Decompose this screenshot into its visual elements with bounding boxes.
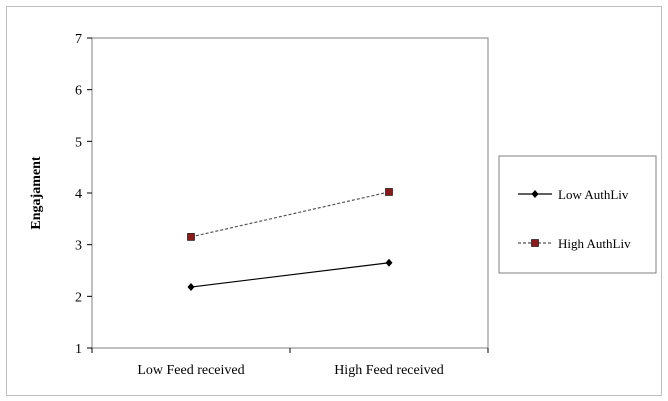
legend-box xyxy=(498,155,657,274)
legend-marker-diamond xyxy=(531,190,539,198)
series-line xyxy=(190,262,390,288)
legend: Low AuthLiv High AuthLiv xyxy=(518,187,631,251)
plot-area xyxy=(91,37,489,349)
y-axis: 1 2 3 4 5 6 7 xyxy=(75,32,92,357)
data-point-diamond xyxy=(187,283,195,292)
legend-label: Low AuthLiv xyxy=(558,187,629,202)
data-point-square xyxy=(187,233,195,241)
y-tick-label: 1 xyxy=(75,342,82,357)
y-tick-label: 4 xyxy=(75,187,82,202)
legend-label: High AuthLiv xyxy=(558,236,631,251)
data-point-diamond xyxy=(385,258,393,267)
data-point-square xyxy=(385,188,393,196)
x-category-label: High Feed received xyxy=(334,363,444,378)
legend-marker-square xyxy=(531,239,539,247)
y-tick-label: 3 xyxy=(75,239,82,254)
series-line xyxy=(190,191,390,238)
y-tick-label: 2 xyxy=(75,290,82,305)
y-tick-label: 7 xyxy=(75,32,82,47)
y-axis-title: Engajament xyxy=(29,156,44,229)
x-category-label: Low Feed received xyxy=(137,363,244,378)
y-tick-label: 5 xyxy=(75,135,82,150)
x-axis: Low Feed received High Feed received xyxy=(91,348,489,378)
series-layer xyxy=(187,188,393,292)
y-tick-label: 6 xyxy=(75,84,82,99)
